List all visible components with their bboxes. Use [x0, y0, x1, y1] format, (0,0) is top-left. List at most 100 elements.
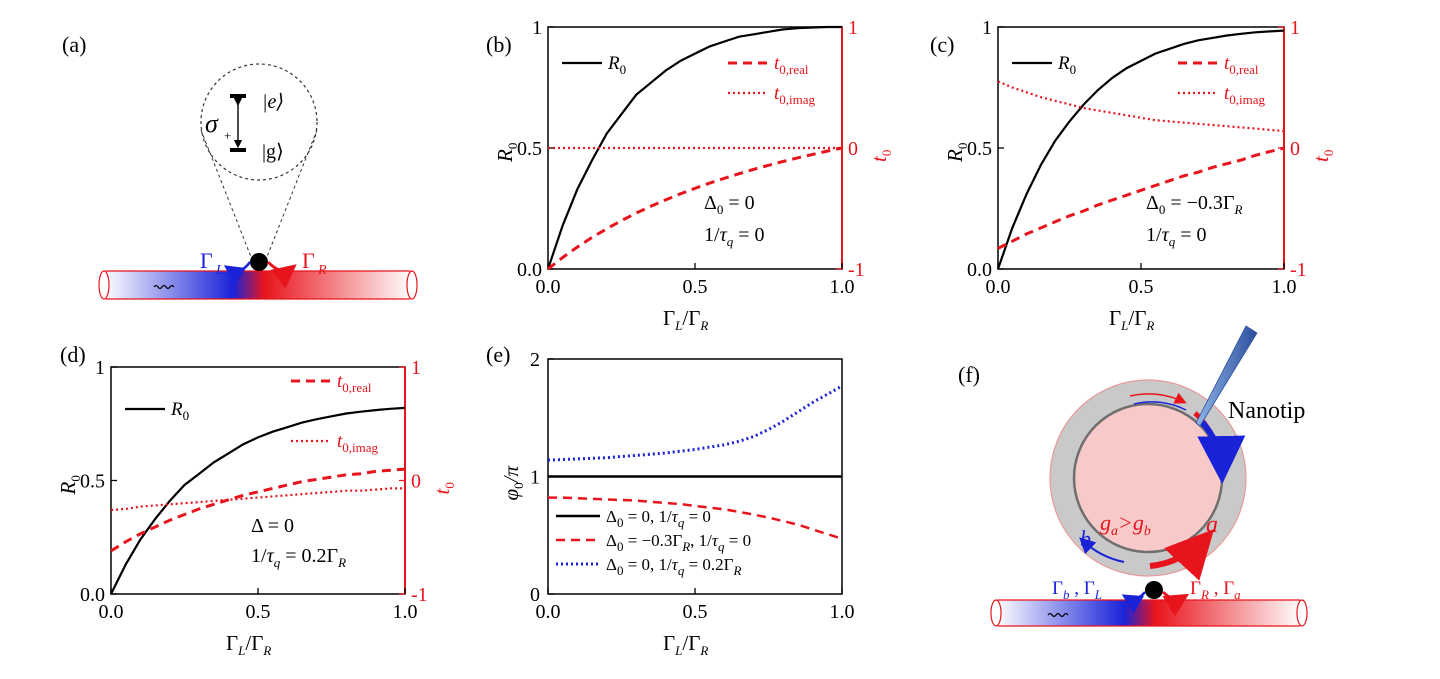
y-tick-label-left: 0.5	[517, 138, 542, 160]
series-line-t0-real	[110, 467, 406, 553]
waveguide-a	[103, 270, 413, 300]
legend-label: R0	[607, 53, 626, 77]
y-tick-label-left: 0.0	[80, 584, 105, 606]
mode-a-label: a	[1206, 512, 1218, 538]
mode-b-arrow-top	[1197, 417, 1246, 484]
waveguide-a-end-right	[406, 270, 418, 300]
waveguide-f-end-left	[990, 599, 1002, 627]
gamma-R-arrow-f	[1161, 590, 1190, 617]
emitter-dot	[250, 253, 268, 271]
left-rates-label: Γb , ΓL	[1052, 578, 1102, 602]
series-line-R0	[110, 406, 406, 595]
y-tick-label-right: -1	[848, 259, 865, 281]
panel-label-f: (f)	[958, 362, 980, 387]
y-tick-label-right: -1	[1290, 259, 1307, 281]
nanotip-icon	[1195, 325, 1258, 427]
panel-f: (f) Nanotip ga>gb a b Γb , ΓL ΓR , Γa	[958, 325, 1308, 627]
legend-label: t0,imag	[774, 83, 816, 107]
waveguide-a-end-left	[98, 270, 110, 300]
gamma-L-label: Γ	[200, 248, 213, 273]
annotation: Δ = 0	[251, 515, 294, 537]
legend-label: R0	[170, 399, 189, 423]
series-line-R0	[996, 29, 1285, 270]
panel-a: (a) σ + |e⟩ |g⟩ Γ L Γ R	[62, 32, 418, 300]
ring-outer-edge	[1049, 379, 1247, 577]
y-tick-label-left: 1	[532, 17, 542, 39]
gamma-R-subscript: R	[317, 263, 327, 278]
legend-label: R0	[1057, 53, 1076, 77]
y-tick-label-right: 1	[1290, 17, 1300, 39]
mode-a-arrow-thin	[1129, 392, 1187, 404]
x-axis-label: ΓL/ΓR	[663, 306, 708, 333]
gamma-R-label: Γ	[302, 248, 315, 273]
mode-b-arrow-bottom	[1079, 537, 1125, 563]
gamma-L-arrow	[223, 261, 252, 285]
series-line-R0	[546, 25, 842, 270]
gamma-R-arrow	[266, 260, 297, 289]
photon-wave-icon	[153, 284, 175, 290]
annotation: 1/τq = 0	[704, 224, 765, 249]
y-tick-label: 2	[530, 349, 540, 371]
series-line	[548, 496, 843, 540]
y-tick-label: 1	[530, 467, 540, 489]
legend-label: t0,real	[337, 371, 372, 395]
level-e	[230, 94, 246, 98]
waveguide-f-end-right	[1296, 599, 1308, 627]
ring-glow	[1048, 378, 1248, 578]
coupling-label: ga>gb	[1100, 510, 1151, 539]
x-tick-label: 0.0	[986, 276, 1011, 298]
x-tick-label: 0.5	[246, 601, 271, 623]
zoom-circle	[200, 63, 318, 181]
x-tick-label: 1.0	[830, 601, 855, 623]
y-axis-label-left: R0	[943, 143, 970, 163]
x-tick-label: 1.0	[1272, 276, 1297, 298]
series-line-t0-imag	[997, 80, 1285, 133]
x-tick-label: 0.5	[1129, 276, 1154, 298]
mode-a-arrow-bottom	[1149, 529, 1215, 581]
series-line	[547, 384, 843, 462]
y-tick-label-left: 0.5	[80, 471, 105, 493]
legend-label: Δ0 = 0, 1/τq = 0.2ΓR	[606, 555, 742, 578]
x-tick-label: 1.0	[393, 601, 418, 623]
state-g-label: |g⟩	[262, 141, 284, 163]
x-axis-label: ΓL/ΓR	[1109, 306, 1154, 333]
y-tick-label-right: 1	[848, 17, 858, 39]
annotation: Δ0 = 0	[704, 192, 755, 217]
legend-label: Δ0 = 0, 1/τq = 0	[606, 507, 711, 530]
x-axis-label: ΓL/ΓR	[226, 631, 271, 658]
y-axis-label-right: t0	[430, 482, 457, 494]
photon-wave-icon-f	[1047, 612, 1069, 618]
panel-d-chart: (d) 0.0 0.5 1.0 0.0 0.5 1 -1 0 1 ΓL/ΓR R0 t0 R0 t0,rea…	[56, 342, 457, 658]
x-tick-label: 0.5	[683, 276, 708, 298]
x-tick-label: 0.5	[683, 601, 708, 623]
y-axis-label: φ0/π	[499, 466, 526, 501]
mode-b-label: b	[1080, 526, 1091, 551]
gamma-L-arrow-f	[1121, 591, 1146, 614]
y-tick-label-left: 0.5	[967, 138, 992, 160]
panel-label-a: (a)	[62, 32, 86, 57]
panel-b-chart: (b) 0.0 0.5 1.0 0.0 0.5 1 -1 0 1 ΓL/ΓR R0 t0 R0 t0,rea…	[486, 17, 894, 333]
legend-label: t0,real	[774, 53, 809, 77]
y-axis-label-left: R0	[56, 475, 83, 495]
annotation: Δ0 = −0.3ΓR	[1146, 192, 1243, 217]
series-line-t0-real	[547, 146, 843, 271]
x-tick-label: 1.0	[830, 276, 855, 298]
sigma-label: σ	[205, 109, 219, 138]
legend-label: t0,real	[1224, 53, 1259, 77]
y-tick-label-left: 1	[95, 357, 105, 379]
series-line-t0-real	[997, 146, 1285, 250]
nanotip-label: Nanotip	[1228, 398, 1305, 424]
waveguide-f	[995, 599, 1303, 627]
y-tick-label-right: 0	[1290, 138, 1300, 160]
panel-label: (e)	[486, 342, 510, 367]
gamma-L-subscript: L	[215, 263, 224, 278]
legend-label: Δ0 = −0.3ΓR, 1/τq = 0	[606, 531, 751, 554]
x-tick-label: 0.0	[536, 276, 561, 298]
y-tick-label-right: 0	[411, 471, 421, 493]
y-tick-label-right: -1	[411, 584, 428, 606]
annotation: 1/τq = 0	[1146, 224, 1207, 249]
y-tick-label-left: 0.0	[967, 259, 992, 281]
y-tick-label-left: 1	[982, 17, 992, 39]
x-tick-label: 0.0	[99, 601, 124, 623]
